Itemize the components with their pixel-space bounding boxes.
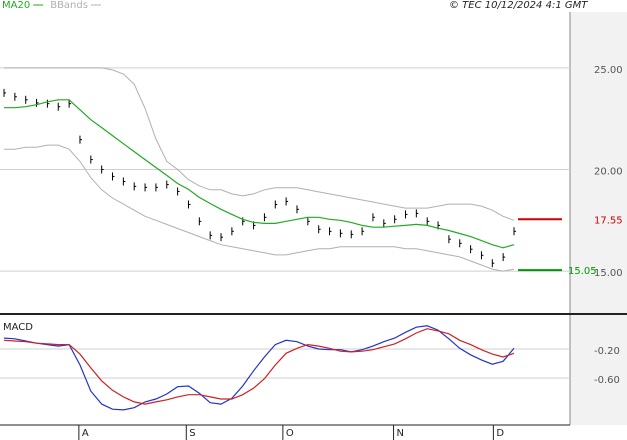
x-tick-label: D [496,428,504,439]
y-tick-label: -0.20 [594,346,620,357]
level-label: 17.55 [594,215,623,226]
series-line [3,325,515,411]
copyright: © TEC 10/12/2024 4:1 GMT [449,0,588,11]
y-tick-label: -0.60 [594,375,620,386]
x-tick-label: O [286,428,294,439]
band-lower [4,144,515,272]
legend-label: MA20 [2,0,30,11]
x-tick-label: A [82,428,89,439]
series-line [3,328,515,405]
level-label: 15.05 [568,266,597,277]
x-tick-label: N [397,428,404,439]
y-tick-label: 15.00 [594,268,623,279]
band-upper [4,67,515,221]
series-line [4,99,515,249]
legend-label: BBands [50,0,88,11]
y-tick-label: 20.00 [594,167,623,178]
y-tick-label: 25.00 [594,65,623,76]
axis-panel [570,12,627,425]
x-tick-label: S [189,428,195,439]
panel-title: MACD [3,322,33,333]
